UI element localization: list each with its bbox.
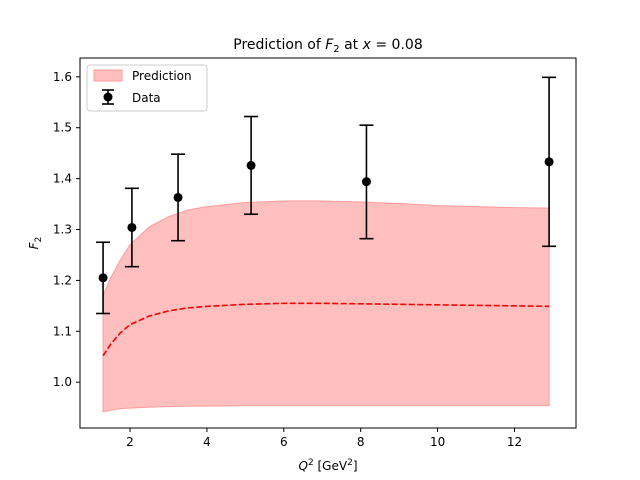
x-tick-label: 6 <box>280 435 288 449</box>
data-point <box>246 160 256 170</box>
x-tick-label: 8 <box>357 435 365 449</box>
prediction-band <box>102 200 550 413</box>
legend: Prediction Data <box>86 64 208 112</box>
data-point-group <box>171 153 186 242</box>
axes-frame <box>79 57 577 429</box>
y-tick-label: 1.5 <box>53 121 72 135</box>
data-point <box>361 177 371 187</box>
legend-data-dot <box>103 92 113 102</box>
x-axis-label: Q2 [GeV2] <box>299 458 358 473</box>
legend-prediction-swatch <box>93 69 123 82</box>
data-point <box>544 157 554 167</box>
legend-data-label: Data <box>132 91 161 105</box>
data-point-group <box>244 115 259 216</box>
data-point <box>173 192 183 202</box>
x-tick-label: 10 <box>430 435 445 449</box>
legend-prediction-label: Prediction <box>132 69 192 83</box>
data-point-group <box>124 187 139 268</box>
x-tick-label: 2 <box>126 435 134 449</box>
data-point <box>127 222 137 232</box>
data-point <box>98 273 108 283</box>
data-points-layer <box>96 76 557 315</box>
y-tick-label: 1.6 <box>53 70 72 84</box>
legend-data-marker <box>102 89 114 105</box>
chart-title: Prediction of F2 at x = 0.08 <box>233 37 422 55</box>
x-tick-label: 4 <box>203 435 211 449</box>
y-tick-label: 1.4 <box>53 172 72 186</box>
data-point-group <box>96 241 111 315</box>
y-tick-label: 1.3 <box>53 223 72 237</box>
x-tick-label: 12 <box>507 435 522 449</box>
plot-area <box>96 76 557 413</box>
y-tick-label: 1.1 <box>53 324 72 338</box>
prediction-central-line <box>102 302 550 357</box>
data-point-group <box>542 76 557 248</box>
y-axis-ticks: 1.0 1.1 1.2 1.3 1.4 1.5 1.6 <box>53 70 80 389</box>
x-axis-ticks: 2 4 6 8 10 12 <box>126 428 522 449</box>
y-axis-label: F2 <box>27 237 44 250</box>
y-tick-label: 1.0 <box>53 375 72 389</box>
data-point-group <box>359 124 374 240</box>
y-tick-label: 1.2 <box>53 273 72 287</box>
